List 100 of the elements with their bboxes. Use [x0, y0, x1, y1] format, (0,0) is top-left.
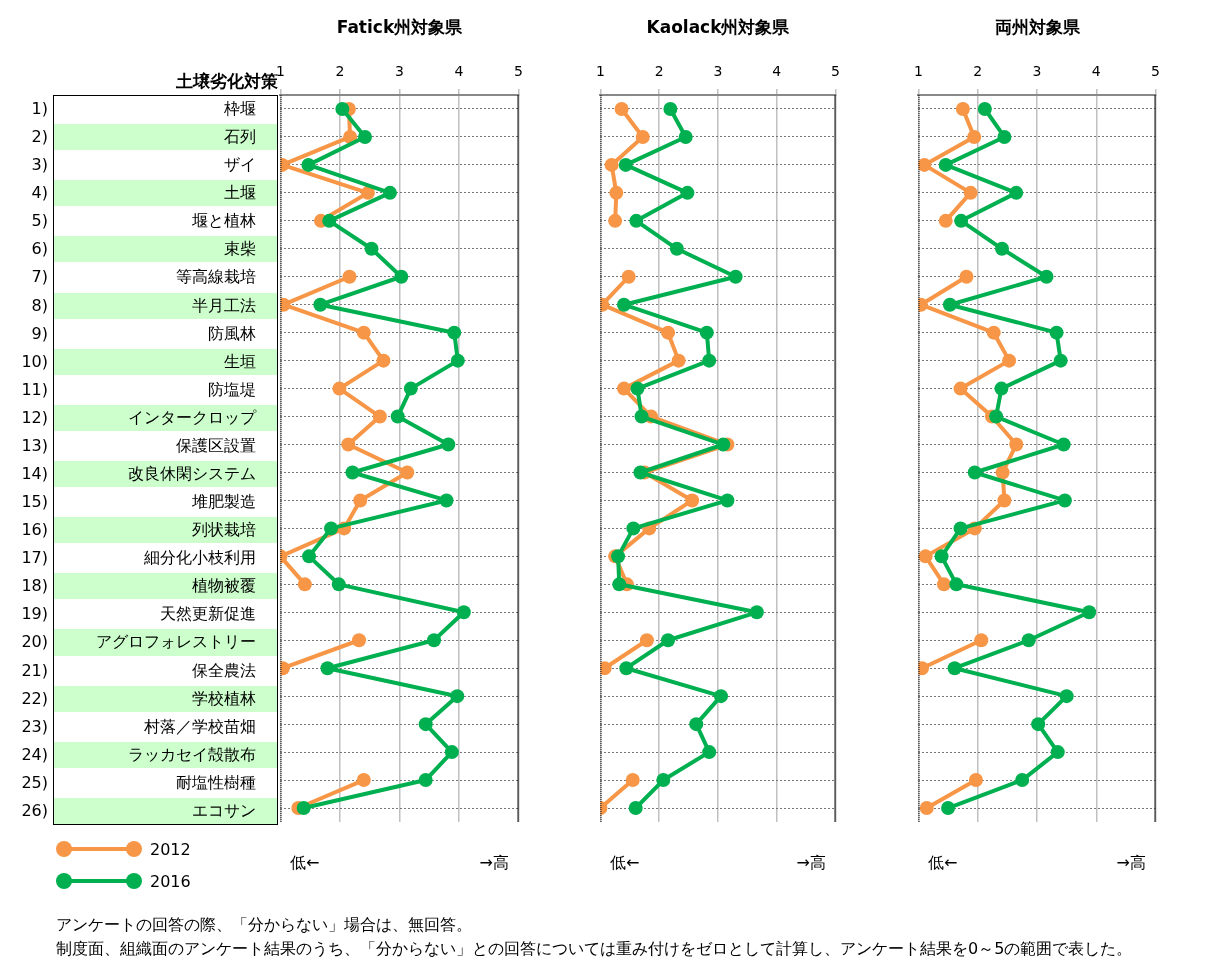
point	[947, 661, 962, 676]
point	[997, 493, 1012, 508]
point	[720, 493, 735, 508]
category-label: 21) 保全農法	[21, 660, 256, 680]
point	[699, 325, 714, 340]
point	[635, 129, 650, 144]
point	[441, 437, 456, 452]
category-label: 11) 防塩堤	[21, 379, 256, 399]
point	[616, 381, 631, 396]
point	[968, 773, 983, 788]
text: 低←	[290, 853, 320, 874]
point	[447, 325, 462, 340]
point	[661, 633, 676, 648]
point	[1056, 437, 1071, 452]
point	[376, 353, 391, 368]
point	[702, 353, 717, 368]
point	[1039, 269, 1054, 284]
point	[1015, 773, 1030, 788]
point	[331, 577, 346, 592]
point	[953, 521, 968, 536]
point	[934, 549, 949, 564]
point	[989, 409, 1004, 424]
point	[678, 129, 693, 144]
point	[953, 381, 968, 396]
category-label: 10) 生垣	[21, 351, 256, 371]
x-tick-label: 3	[395, 63, 404, 80]
text: 制度面、組織面のアンケート結果のうち、「分からない」との回答については重み付けをゼロとして計算し、アンケート結果を0～5の範囲で表した。	[56, 938, 1134, 960]
x-tick-label: 4	[1091, 63, 1101, 80]
point	[716, 437, 731, 452]
point	[609, 185, 624, 200]
point	[394, 269, 409, 284]
text: →高	[1115, 853, 1146, 874]
point	[341, 437, 356, 452]
point	[604, 157, 619, 172]
point	[612, 577, 627, 592]
category-label: 23) 村落／学校苗畑	[21, 716, 256, 736]
point	[997, 129, 1012, 144]
category-label: 26) エコサン	[21, 800, 256, 820]
point	[941, 801, 956, 816]
point	[345, 465, 360, 480]
point	[456, 605, 471, 620]
category-label: 1) 枠堰	[31, 99, 256, 118]
legend-label: 2012	[150, 839, 191, 859]
point	[1031, 717, 1046, 732]
point	[619, 661, 634, 676]
point	[977, 101, 992, 116]
point	[382, 185, 397, 200]
point	[942, 297, 957, 312]
y-axis-title: 土壌劣化対策	[176, 71, 278, 93]
point	[1057, 493, 1072, 508]
point	[1059, 689, 1074, 704]
chart-title: Fatick州対象県	[335, 16, 464, 39]
point	[313, 297, 328, 312]
text: アンケートの回答の際、「分からない」場合は、無回答。	[56, 914, 473, 936]
chart-title: 両州対象県	[993, 16, 1081, 39]
x-tick-label: 2	[654, 63, 664, 80]
point	[360, 185, 375, 200]
point	[296, 801, 311, 816]
text: →高	[478, 853, 509, 874]
category-label: 4) 土堰	[31, 183, 256, 203]
point	[938, 213, 953, 228]
point	[302, 549, 317, 564]
x-tick-label: 4	[454, 63, 464, 80]
x-tick-label: 5	[514, 63, 524, 80]
chart-title: Kaolack州対象県	[645, 16, 791, 39]
category-label: 6) 束柴	[31, 239, 256, 259]
point	[967, 465, 982, 480]
point	[450, 689, 465, 704]
point	[626, 521, 641, 536]
point	[959, 269, 974, 284]
point	[1002, 353, 1017, 368]
category-label: 20) アグロフォレストリー	[21, 632, 256, 652]
text: →高	[795, 853, 826, 874]
point	[689, 717, 704, 732]
point	[1050, 745, 1065, 760]
legend-label: 2016	[150, 871, 191, 891]
point	[332, 381, 347, 396]
point	[418, 717, 433, 732]
point	[621, 269, 636, 284]
point	[954, 213, 969, 228]
category-label: 22) 学校植林	[21, 688, 256, 708]
point	[352, 633, 367, 648]
point	[357, 129, 372, 144]
point	[1049, 325, 1064, 340]
point	[656, 773, 671, 788]
point	[608, 213, 623, 228]
point	[439, 493, 454, 508]
point	[356, 325, 371, 340]
category-label: 15) 堆肥製造	[21, 492, 256, 512]
point	[634, 409, 649, 424]
point	[974, 633, 989, 648]
point	[1053, 353, 1068, 368]
point	[633, 465, 648, 480]
point	[685, 493, 700, 508]
point	[353, 493, 368, 508]
text: 低←	[928, 853, 958, 874]
point	[372, 409, 387, 424]
category-label: 3) ザイ	[31, 155, 256, 175]
point	[671, 353, 686, 368]
point	[749, 605, 764, 620]
